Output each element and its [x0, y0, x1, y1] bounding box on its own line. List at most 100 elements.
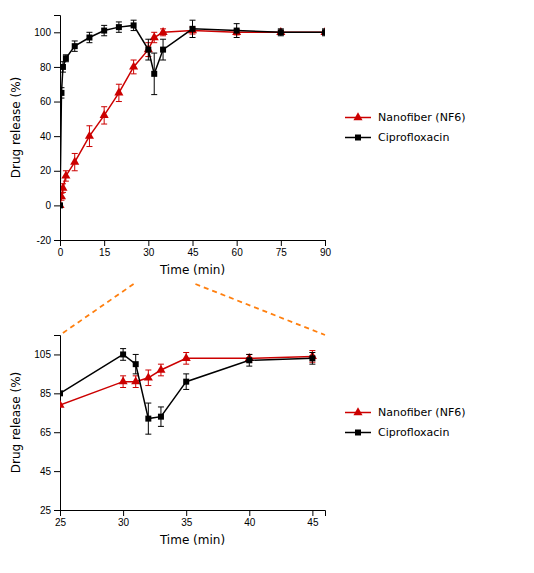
legend: Nanofiber (NF6)Ciprofloxacin: [345, 406, 466, 439]
tick-mark: [312, 510, 313, 516]
line: [60, 25, 325, 205]
tick: 20: [40, 165, 60, 176]
marker: [133, 361, 139, 367]
tick-mark: [54, 205, 60, 206]
x-axis-title: Time (min): [159, 263, 225, 277]
marker: [85, 131, 94, 139]
tick: 0: [45, 200, 60, 211]
error-bar: [309, 353, 315, 365]
marker: [129, 62, 138, 70]
tick-label: 45: [40, 466, 52, 477]
error-bar: [133, 354, 139, 373]
tick-mark: [54, 432, 60, 433]
tick: 25: [55, 510, 67, 528]
tick-label: 35: [181, 517, 193, 528]
error-bar: [158, 407, 164, 426]
legend-label: Nanofiber (NF6): [378, 406, 466, 419]
tick: 45: [40, 466, 60, 477]
tick: 0: [58, 240, 64, 258]
y-axis: -20020406080100: [34, 16, 60, 246]
marker: [63, 55, 69, 61]
tick-label: 65: [40, 427, 52, 438]
marker: [86, 35, 92, 41]
tick: 35: [181, 510, 193, 528]
tick: 40: [244, 510, 256, 528]
marker: [234, 28, 240, 34]
tick-mark: [148, 240, 149, 246]
tick-mark: [54, 471, 60, 472]
error-bar: [72, 41, 78, 51]
legend-label: Nanofiber (NF6): [378, 111, 466, 124]
axis-line: [54, 16, 61, 241]
tick-label: 20: [40, 165, 52, 176]
series: [60, 25, 325, 208]
tick: 65: [40, 427, 60, 438]
tick-label: 90: [320, 247, 332, 258]
tick-label: 80: [40, 62, 52, 73]
tick-label: 85: [40, 388, 52, 399]
tick-label: 40: [244, 517, 256, 528]
tick: 105: [34, 349, 60, 360]
y-axis-title: Drug release (%): [9, 77, 23, 179]
tick-mark: [237, 240, 238, 246]
tick: 60: [40, 96, 60, 107]
tick-label: 30: [118, 517, 130, 528]
error-bar: [183, 374, 189, 390]
tick-label: 0: [58, 247, 64, 258]
tick-mark: [54, 510, 60, 511]
legend-swatch-marker: [353, 112, 362, 120]
marker: [72, 43, 78, 49]
marker: [278, 29, 284, 35]
tick: 45: [187, 240, 199, 258]
line: [60, 31, 325, 206]
error-bar: [145, 39, 151, 60]
marker: [60, 400, 65, 408]
tick-label: 45: [187, 247, 199, 258]
tick-label: 25: [40, 505, 52, 516]
marker: [145, 47, 151, 53]
marker: [320, 27, 325, 35]
tick: 45: [307, 510, 319, 528]
error-bar: [151, 53, 157, 95]
legend-label: Ciprofloxacin: [378, 131, 449, 144]
tick-label: 60: [232, 247, 244, 258]
marker: [309, 355, 315, 361]
legend-item: Nanofiber (NF6): [345, 111, 466, 124]
error-bar: [131, 20, 137, 30]
marker: [114, 88, 123, 96]
marker: [101, 28, 107, 34]
marker: [190, 26, 196, 32]
error-bar: [246, 354, 252, 366]
error-bar: [190, 20, 196, 37]
marker: [160, 47, 166, 53]
legend-swatch-marker: [355, 430, 361, 436]
error-bar: [160, 39, 166, 60]
axis-line: [61, 241, 326, 247]
error-bar: [86, 32, 92, 42]
tick-mark: [54, 354, 60, 355]
tick-label: 15: [99, 247, 111, 258]
marker: [158, 414, 164, 420]
tick-label: 105: [34, 349, 51, 360]
tick-mark: [54, 240, 60, 241]
tick: 75: [276, 240, 288, 258]
tick: 40: [40, 131, 60, 142]
x-axis: 0153045607590: [58, 240, 332, 258]
legend-item: Ciprofloxacin: [345, 131, 449, 144]
chart: 0153045607590-20020406080100Time (min)Dr…: [0, 0, 534, 573]
tick: 85: [40, 388, 60, 399]
axis-line: [61, 511, 326, 517]
tick-label: 60: [40, 96, 52, 107]
tick-mark: [249, 510, 250, 516]
marker: [182, 353, 191, 361]
tick-label: 75: [276, 247, 288, 258]
x-axis-title: Time (min): [159, 533, 225, 547]
marker: [144, 373, 153, 381]
marker: [60, 64, 66, 70]
marker: [145, 416, 151, 422]
error-bar: [145, 403, 151, 434]
marker: [246, 357, 252, 363]
legend: Nanofiber (NF6) Ciprofloxacin: [345, 111, 466, 144]
marker: [60, 90, 64, 96]
marker: [100, 110, 109, 118]
